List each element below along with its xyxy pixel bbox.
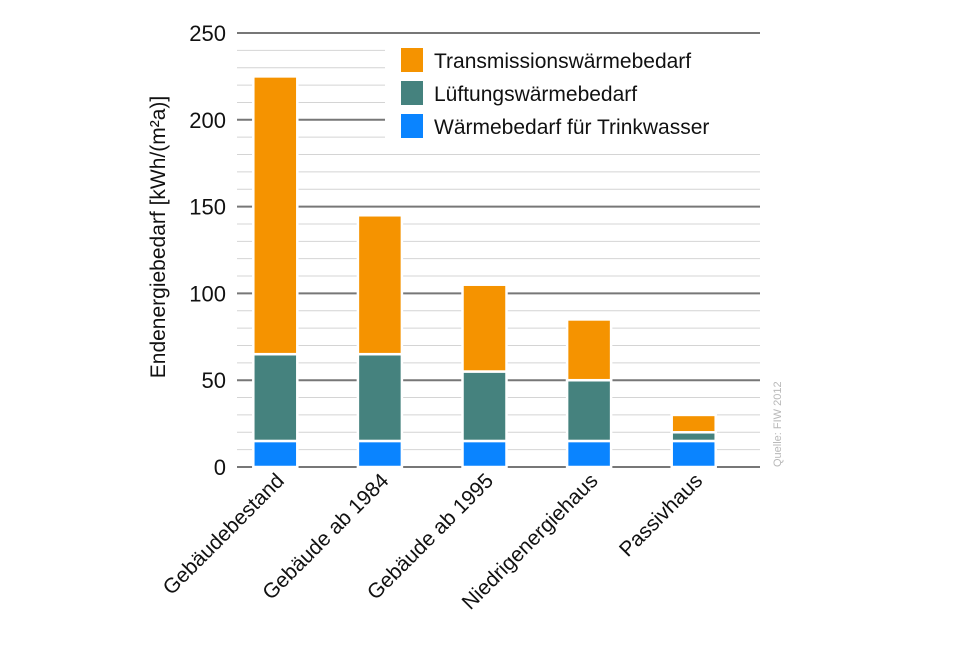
y-tick-label: 150 [189,195,226,220]
y-tick-label: 100 [189,281,226,306]
legend-label: Lüftungswärmebedarf [434,83,637,106]
y-tick-label: 200 [189,108,226,133]
bar-segment [670,439,717,469]
x-tick-label: Passivhaus [615,469,707,561]
bar-segment [252,75,299,356]
y-tick-label: 250 [189,21,226,46]
y-axis-label: Endenergiebedarf [kWh/(m²a)] [147,96,170,378]
bar-segment [461,439,508,469]
y-tick-label: 50 [202,368,226,393]
source-note: Quelle: FIW 2012 [772,381,784,467]
bar-segment [670,431,717,443]
bar-segment [252,439,299,469]
y-tick-labels: 0 50 100 150 200 250 [189,21,226,480]
legend-label: Transmissionswärmebedarf [434,50,691,73]
bar-segment [670,413,717,434]
bar-segment [252,352,299,443]
legend: Transmissionswärmebedarf Lüftungswärmebed… [385,42,763,142]
legend-label: Wärmebedarf für Trinkwasser [434,116,709,139]
legend-swatch [401,48,423,72]
bar-segment [565,318,613,382]
legend-background [385,42,763,142]
bar-segment [461,370,508,443]
bars [252,75,717,469]
bar-segment [356,352,404,443]
bar-segment [565,378,613,443]
bar-segment [461,283,508,373]
bar-segment [356,214,404,356]
legend-swatch [401,114,423,138]
bar-segment [565,439,613,469]
legend-swatch [401,81,423,105]
y-tick-label: 0 [214,455,226,480]
bar-segment [356,439,404,469]
